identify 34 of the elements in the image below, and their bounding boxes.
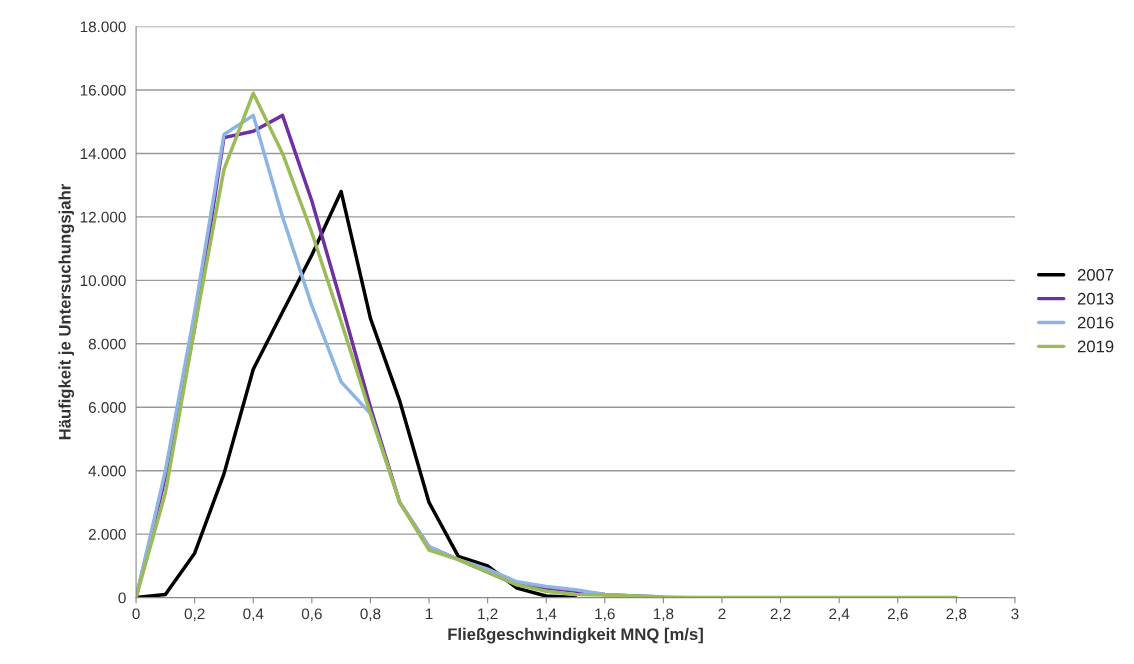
legend-label: 2016 bbox=[1077, 316, 1114, 329]
y-tick-label: 8.000 bbox=[88, 338, 126, 350]
x-tick-label: 0 bbox=[132, 608, 140, 620]
y-tick-label: 6.000 bbox=[88, 402, 126, 413]
legend-label: 2007 bbox=[1077, 268, 1114, 281]
x-tick-label: 2,4 bbox=[829, 608, 850, 622]
x-tick-label: 0,8 bbox=[360, 608, 381, 622]
y-tick-label: 2.000 bbox=[88, 529, 126, 540]
x-tick-label: 0,6 bbox=[301, 608, 322, 622]
x-tick-label: 1,4 bbox=[536, 608, 557, 622]
x-tick-label: 1 bbox=[425, 608, 433, 620]
line-series bbox=[136, 91, 959, 598]
x-tick-label: 1,8 bbox=[653, 608, 674, 622]
y-tick-label: 14.000 bbox=[80, 148, 126, 160]
x-tick-label: 1,6 bbox=[595, 608, 615, 622]
y-tick-label: 10.000 bbox=[80, 275, 126, 287]
x-tick-label: 3 bbox=[1011, 608, 1019, 620]
x-tick-label: 2,6 bbox=[887, 608, 908, 622]
y-tick-label: 12.000 bbox=[80, 211, 126, 223]
x-axis-title: Fließgeschwindigkeit MNQ [m/s] bbox=[448, 627, 703, 644]
y-tick-label: 18.000 bbox=[80, 21, 126, 33]
x-tick-label: 2,2 bbox=[770, 608, 791, 622]
y-tick-label: 16.000 bbox=[80, 84, 126, 96]
x-tick-label: 2 bbox=[718, 608, 726, 620]
x-tick-label: 0,2 bbox=[184, 608, 205, 622]
y-tick-label: 0 bbox=[118, 592, 126, 604]
legend-label: 2019 bbox=[1077, 340, 1114, 353]
y-tick-label: 4.000 bbox=[88, 465, 126, 477]
legend-label: 2013 bbox=[1077, 292, 1114, 305]
x-tick-label: 2,8 bbox=[946, 608, 967, 622]
y-axis-title: Häufigkeit je Untersuchungsjahr bbox=[58, 184, 75, 440]
line-series bbox=[136, 189, 578, 598]
x-tick-label: 0,4 bbox=[243, 608, 264, 622]
x-tick-label: 1,2 bbox=[478, 608, 498, 622]
